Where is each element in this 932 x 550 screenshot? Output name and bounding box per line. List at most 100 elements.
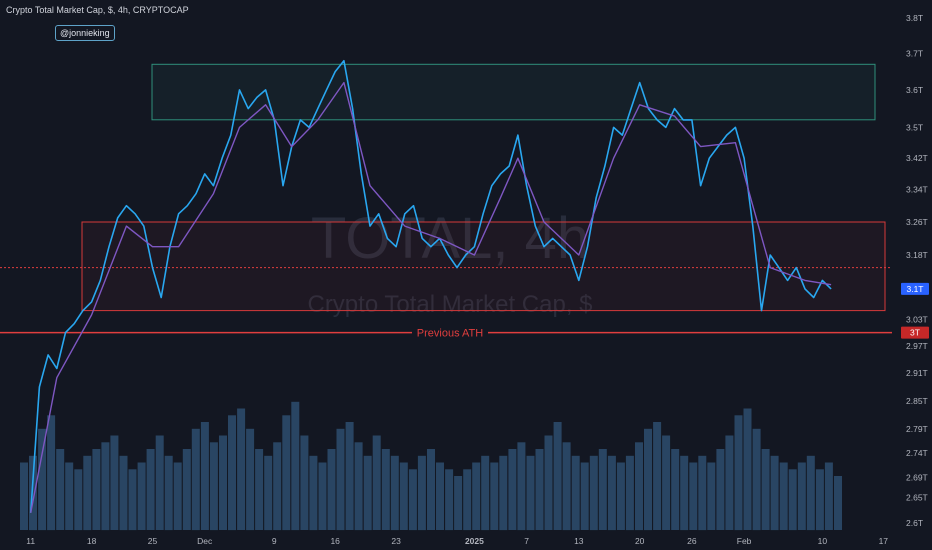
volume-bar (689, 462, 698, 530)
volume-bar (725, 435, 734, 530)
volume-bar (74, 469, 83, 531)
volume-bar (571, 455, 580, 531)
x-tick-label: 7 (524, 536, 529, 546)
volume-bar (173, 462, 182, 530)
volume-bar (490, 462, 499, 530)
volume-bar (56, 449, 65, 530)
current-price-label-bg (901, 282, 929, 295)
volume-bar (417, 455, 426, 531)
volume-bar (200, 422, 209, 530)
volume-bar (228, 415, 236, 531)
volume-bar (562, 442, 571, 531)
volume-bar (354, 442, 363, 531)
volume-bar (92, 449, 101, 530)
x-tick-label: 17 (879, 536, 889, 546)
y-tick-label: 3.8T (906, 13, 923, 23)
ath-price-label-bg (901, 326, 929, 339)
volume-bar (779, 462, 788, 530)
y-tick-label: 2.85T (906, 396, 928, 406)
volume-bar (815, 469, 824, 531)
volume-bar (164, 455, 173, 531)
chart-title: Crypto Total Market Cap, $, 4h, CRYPTOCA… (6, 5, 189, 15)
x-tick-label: 16 (330, 536, 340, 546)
x-tick-label: 10 (818, 536, 828, 546)
volume-bar (29, 455, 37, 531)
volume-bar (481, 455, 490, 531)
y-tick-label: 2.69T (906, 473, 928, 483)
volume-bar (707, 462, 716, 530)
series-line-ma (30, 81, 832, 513)
volume-bar (209, 442, 218, 531)
y-tick-label: 2.79T (906, 424, 928, 434)
volume-bar (427, 449, 435, 530)
volume-bar (526, 455, 535, 531)
volume-bar (788, 469, 797, 531)
volume-bar (580, 462, 589, 530)
volume-bar (381, 449, 390, 530)
volume-bar (291, 401, 300, 531)
volume-bar (698, 455, 707, 531)
volume-bar (182, 449, 191, 530)
volume-bar (445, 469, 454, 531)
volume-bar (146, 449, 155, 530)
volume-bar (671, 449, 680, 530)
volume-bar (372, 435, 381, 530)
volume-bar (716, 449, 725, 530)
volume-bar (607, 455, 616, 531)
volume-bar (408, 469, 417, 531)
series-line-total (29, 59, 832, 513)
zones: Previous ATH (0, 63, 892, 340)
volume-bar (616, 462, 625, 530)
y-tick-label: 3.18T (906, 250, 928, 260)
volume-bar (806, 455, 815, 531)
volume-bar (47, 415, 56, 531)
volume-bar (535, 449, 544, 530)
previous-ath-label: Previous ATH (417, 328, 483, 340)
y-tick-label: 3.03T (906, 314, 928, 324)
volume-bar (101, 442, 110, 531)
x-tick-label: 23 (391, 536, 401, 546)
volume-bar (653, 422, 662, 530)
volume-bar (128, 469, 137, 531)
volume-bar (255, 449, 264, 530)
volume-bar (300, 435, 309, 530)
volume-bar (508, 449, 517, 530)
volume-bar (625, 455, 634, 531)
ath-price-label: 3T (910, 328, 920, 338)
volume-bar (752, 428, 761, 531)
volume-bar (770, 455, 779, 531)
volume-bar (327, 449, 336, 530)
x-tick-label: 25 (148, 536, 158, 546)
x-tick-label: Dec (197, 536, 213, 546)
x-tick-label: 11 (26, 536, 35, 546)
volume-bar (282, 415, 291, 531)
volume-bar (390, 455, 399, 531)
volume-bar (237, 408, 246, 530)
volume-bar (273, 442, 282, 531)
volume-bar (517, 442, 526, 531)
x-tick-label: 20 (635, 536, 645, 546)
volume-bar (680, 455, 689, 531)
volume-bar (264, 455, 273, 531)
y-tick-label: 3.34T (906, 185, 928, 195)
watermark-name: Crypto Total Market Cap, $ (307, 291, 592, 318)
x-tick-label: 26 (687, 536, 697, 546)
author-badge[interactable]: @jonnieking (55, 25, 115, 41)
x-tick-label: 13 (574, 536, 584, 546)
volume-bars (20, 401, 842, 531)
volume-bar (20, 462, 28, 530)
y-tick-label: 2.6T (906, 518, 923, 528)
volume-bar (454, 476, 463, 530)
volume-bar (743, 408, 752, 530)
volume-bar (734, 415, 743, 531)
watermark-symbol: TOTAL, 4h (311, 206, 589, 271)
volume-bar (309, 455, 318, 531)
volume-bar (318, 462, 327, 530)
y-tick-label: 2.91T (906, 368, 928, 378)
y-tick-label: 3.42T (906, 153, 928, 163)
y-tick-label: 3.26T (906, 217, 928, 227)
volume-bar (436, 462, 444, 530)
volume-bar (336, 428, 345, 531)
volume-bar (824, 462, 833, 530)
